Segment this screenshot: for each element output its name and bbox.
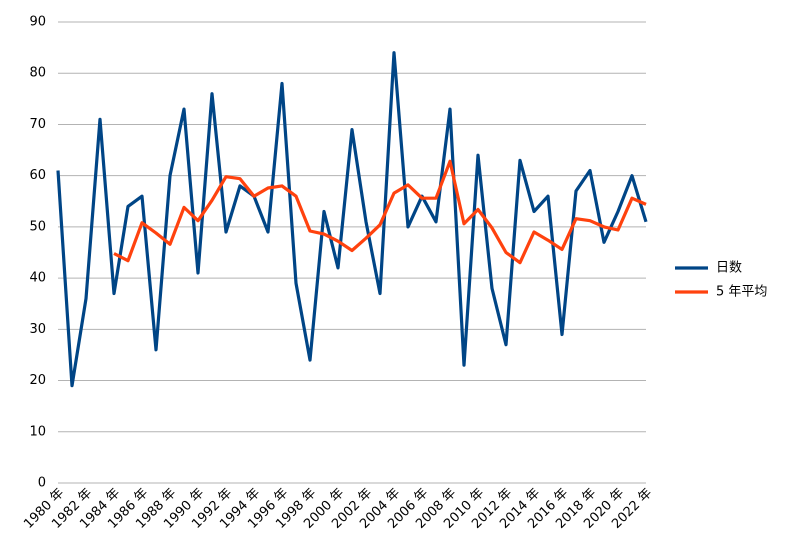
y-tick-label: 90 [29,15,46,30]
legend-label: 5 年平均 [716,285,767,300]
y-tick-label: 70 [29,117,46,132]
legend-label: 日数 [716,261,742,276]
y-tick-label: 30 [29,322,46,337]
y-tick-label: 10 [29,424,46,439]
series-line [56,51,648,388]
series-line [113,159,647,265]
y-tick-label: 80 [29,66,46,81]
y-tick-label: 50 [29,219,46,234]
y-tick-label: 40 [29,271,46,286]
y-tick-label: 60 [29,168,46,183]
y-tick-label: 0 [38,476,46,491]
y-tick-label: 20 [29,373,46,388]
